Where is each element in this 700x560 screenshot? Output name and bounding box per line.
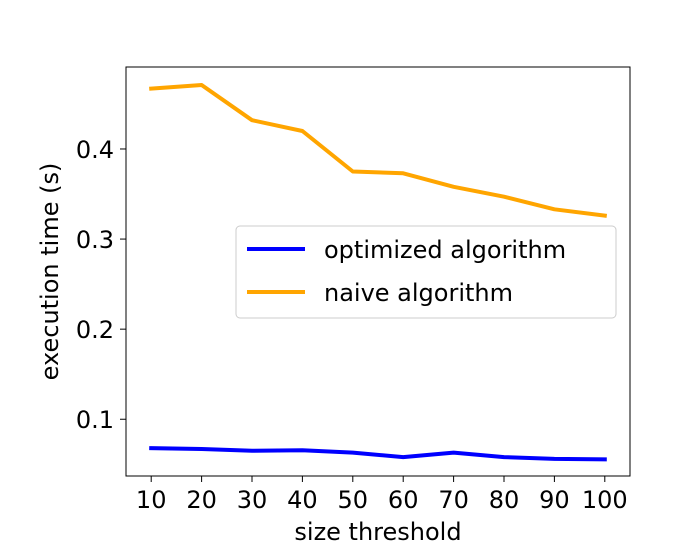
x-tick-label: 80 bbox=[489, 486, 520, 514]
y-axis: 0.1 0.2 0.3 0.4 bbox=[76, 136, 126, 434]
y-tick-label: 0.4 bbox=[76, 136, 114, 164]
legend: optimized algorithm naive algorithm bbox=[235, 225, 617, 319]
y-axis-label: execution time (s) bbox=[36, 163, 64, 381]
plot-frame bbox=[125, 66, 631, 477]
legend-label-optimized-algorithm: optimized algorithm bbox=[324, 236, 566, 264]
series-line-naive-algorithm bbox=[149, 83, 608, 218]
x-tick-label: 90 bbox=[539, 486, 570, 514]
y-tick-label: 0.1 bbox=[76, 406, 114, 434]
x-tick-label: 100 bbox=[582, 486, 628, 514]
x-axis-label: size threshold bbox=[294, 518, 461, 546]
y-tick-label: 0.2 bbox=[76, 316, 114, 344]
x-tick-label: 30 bbox=[237, 486, 268, 514]
x-axis: 10 20 30 40 50 60 70 80 90 100 bbox=[136, 476, 628, 514]
legend-box bbox=[235, 225, 617, 319]
x-tick-label: 70 bbox=[438, 486, 469, 514]
x-tick-label: 10 bbox=[136, 486, 167, 514]
x-tick-label: 60 bbox=[388, 486, 419, 514]
series-layer bbox=[149, 83, 608, 462]
series-line-optimized-algorithm bbox=[149, 446, 607, 462]
legend-label-naive-algorithm: naive algorithm bbox=[324, 279, 513, 307]
x-tick-label: 40 bbox=[287, 486, 318, 514]
y-tick-label: 0.3 bbox=[76, 226, 114, 254]
x-tick-label: 50 bbox=[338, 486, 369, 514]
x-tick-label: 20 bbox=[186, 486, 217, 514]
